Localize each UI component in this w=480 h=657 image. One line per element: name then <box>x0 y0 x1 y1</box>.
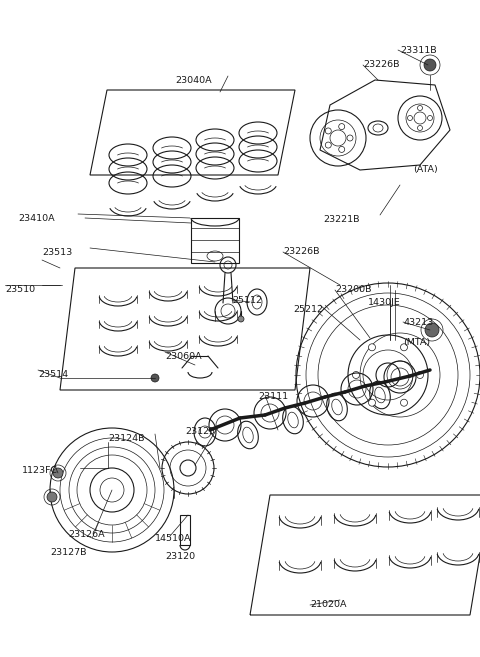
Text: 1123FC: 1123FC <box>22 466 58 475</box>
Text: 23126A: 23126A <box>68 530 105 539</box>
Text: 23510: 23510 <box>5 285 35 294</box>
Circle shape <box>418 125 422 131</box>
Text: 23514: 23514 <box>38 370 68 379</box>
Text: 43213: 43213 <box>403 318 433 327</box>
Circle shape <box>325 142 331 148</box>
Text: 23410A: 23410A <box>18 214 55 223</box>
Text: 25212: 25212 <box>293 305 323 314</box>
Text: 23120: 23120 <box>165 552 195 561</box>
Circle shape <box>400 344 408 351</box>
Text: 23127B: 23127B <box>50 548 86 557</box>
Circle shape <box>325 128 331 134</box>
Circle shape <box>408 116 412 120</box>
Circle shape <box>400 399 408 406</box>
Circle shape <box>53 468 63 478</box>
Circle shape <box>428 116 432 120</box>
Circle shape <box>369 344 375 351</box>
Circle shape <box>151 374 159 382</box>
Circle shape <box>339 147 345 152</box>
Text: 23125: 23125 <box>185 427 215 436</box>
Circle shape <box>347 135 353 141</box>
Circle shape <box>238 316 244 322</box>
Text: 23060A: 23060A <box>165 352 202 361</box>
Circle shape <box>47 492 57 502</box>
Circle shape <box>369 399 375 406</box>
Text: 1430JE: 1430JE <box>368 298 401 307</box>
Text: (ATA): (ATA) <box>413 165 438 174</box>
Text: 14510A: 14510A <box>155 534 192 543</box>
Text: 25112: 25112 <box>232 296 262 305</box>
Text: (MTA): (MTA) <box>403 338 430 347</box>
Text: 23111: 23111 <box>258 392 288 401</box>
Text: 23124B: 23124B <box>108 434 144 443</box>
Circle shape <box>352 371 360 378</box>
Text: 23221B: 23221B <box>323 215 360 224</box>
Circle shape <box>418 106 422 110</box>
Text: 23226B: 23226B <box>283 247 320 256</box>
Text: 23311B: 23311B <box>400 46 437 55</box>
Text: 21020A: 21020A <box>310 600 347 609</box>
Circle shape <box>424 59 436 71</box>
Circle shape <box>425 323 439 337</box>
Text: 23226B: 23226B <box>363 60 399 69</box>
Circle shape <box>417 371 423 378</box>
Text: 23513: 23513 <box>42 248 72 257</box>
Circle shape <box>339 124 345 129</box>
Text: 23200B: 23200B <box>335 285 372 294</box>
Text: 23040A: 23040A <box>175 76 212 85</box>
